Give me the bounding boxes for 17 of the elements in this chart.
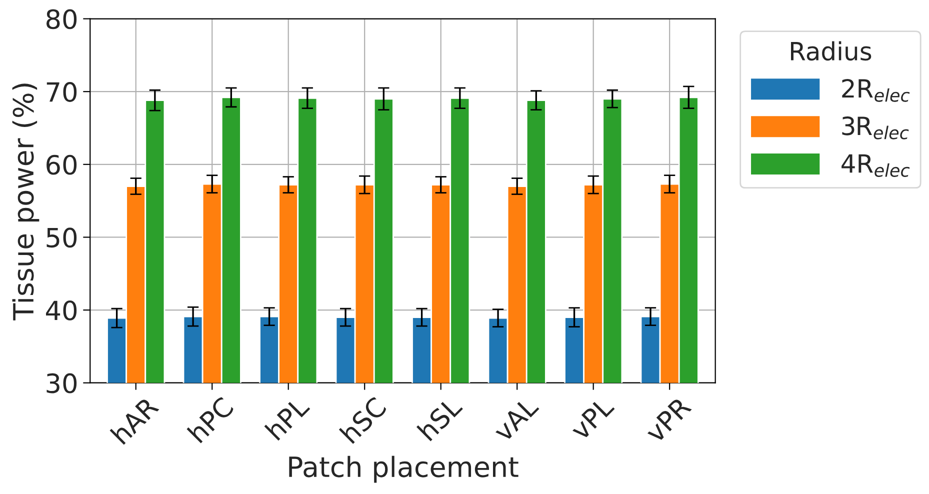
x-axis-title: Patch placement (289, 456, 518, 483)
x-tick-label: vAL (492, 395, 540, 442)
legend-label: 4R$_{elec}$ (842, 154, 910, 177)
legend-label: 2R$_{elec}$ (842, 78, 910, 102)
y-tick-label: 80 (46, 9, 77, 30)
y-tick-label: 60 (46, 154, 77, 175)
y-tick-label: 40 (46, 300, 77, 320)
x-tick-label: hSL (416, 394, 464, 442)
x-tick-label: vPR (644, 396, 692, 444)
y-tick-label: 50 (46, 228, 77, 248)
legend-label: 3R$_{elec}$ (842, 116, 909, 140)
legend-title: Radius (791, 41, 872, 61)
x-tick-label: vPL (569, 395, 615, 441)
y-axis-title: Tissue power (%) (12, 84, 40, 320)
y-tick-label: 30 (46, 373, 77, 394)
x-tick-label: hPL (264, 394, 310, 441)
y-tick-label: 70 (46, 82, 77, 102)
